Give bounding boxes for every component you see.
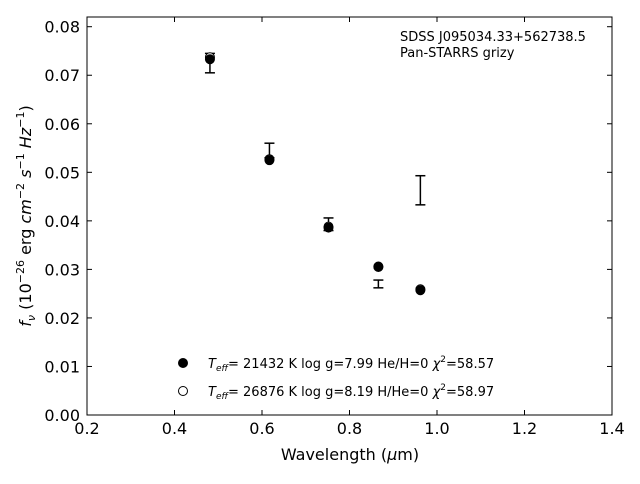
data-point-filled: [373, 261, 384, 272]
legend-entry-open: Teff= 26876 K log g=8.19 H/He=0 χ2=58.97: [208, 383, 494, 402]
x-tick-label: 0.8: [337, 419, 362, 438]
y-tick-label: 0.01: [44, 357, 80, 376]
y-tick-label: 0.07: [44, 66, 80, 85]
legend-entry-filled: Teff= 21432 K log g=7.99 He/H=0 χ2=58.57: [208, 355, 494, 374]
y-tick-label: 0.03: [44, 260, 80, 279]
legend-marker-filled: [178, 358, 188, 368]
series-open-markers: [204, 52, 426, 295]
x-tick-label: 0.4: [162, 419, 187, 438]
y-axis-label: fν (10−26 erg cm−2 s−1 Hz−1): [14, 105, 38, 326]
x-tick-label: 0.2: [74, 419, 99, 438]
x-axis-label: Wavelength (μm): [281, 445, 419, 464]
legend: Teff= 21432 K log g=7.99 He/H=0 χ2=58.57…: [178, 355, 494, 402]
x-axis: 0.2 0.4 0.6 0.8 1.0 1.2 1.4: [74, 17, 625, 438]
y-tick-label: 0.06: [44, 115, 80, 134]
y-tick-label: 0.02: [44, 309, 80, 328]
x-tick-label: 0.6: [249, 419, 274, 438]
data-point-filled: [264, 155, 275, 166]
plot-frame: [86, 16, 613, 416]
legend-marker-open: [178, 386, 188, 396]
annotation-object-name: SDSS J095034.33+562738.5: [400, 30, 586, 45]
y-tick-label: 0.05: [44, 163, 80, 182]
x-tick-label: 1.0: [424, 419, 449, 438]
data-point-filled: [415, 285, 426, 296]
y-tick-label: 0.04: [44, 212, 80, 231]
y-axis: 0.00 0.01 0.02 0.03 0.04 0.05 0.06 0.07 0.08: [44, 18, 612, 425]
y-tick-label: 0.00: [44, 406, 80, 425]
observed-flux-errorbars: [204, 52, 426, 289]
x-tick-label: 1.4: [599, 419, 624, 438]
series-filled-markers: [204, 54, 426, 296]
y-tick-label: 0.08: [44, 18, 80, 37]
x-tick-label: 1.2: [512, 419, 537, 438]
data-point-filled: [204, 54, 215, 65]
data-point-filled: [323, 222, 334, 233]
annotation-survey: Pan-STARRS grizy: [400, 46, 515, 61]
